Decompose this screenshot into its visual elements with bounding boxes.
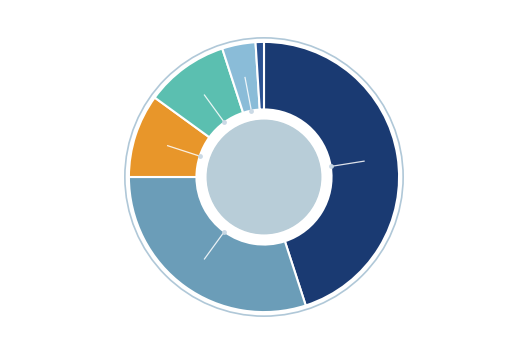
Wedge shape <box>129 177 306 312</box>
Wedge shape <box>256 42 264 110</box>
Wedge shape <box>129 98 210 177</box>
Wedge shape <box>264 42 399 306</box>
Wedge shape <box>222 42 260 113</box>
Wedge shape <box>155 48 243 137</box>
Circle shape <box>208 120 320 234</box>
